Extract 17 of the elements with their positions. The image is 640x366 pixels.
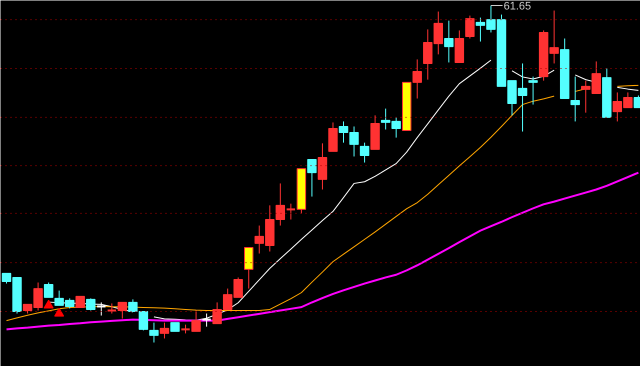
candlestick	[528, 76, 538, 106]
candlestick	[244, 246, 254, 290]
candlestick	[160, 322, 170, 339]
candlestick	[454, 30, 464, 63]
candlestick	[76, 296, 85, 308]
candlestick	[444, 20, 454, 63]
candlestick	[465, 15, 475, 40]
candlestick	[360, 142, 370, 164]
candlestick	[318, 142, 328, 190]
candlestick	[149, 322, 159, 344]
candlestick	[328, 122, 338, 152]
candlestick	[86, 298, 96, 311]
candlestick	[96, 302, 106, 316]
candlestick	[44, 282, 54, 298]
candlestick	[570, 76, 580, 122]
candlestick	[307, 159, 317, 198]
annotation: 61.65	[504, 0, 532, 12]
